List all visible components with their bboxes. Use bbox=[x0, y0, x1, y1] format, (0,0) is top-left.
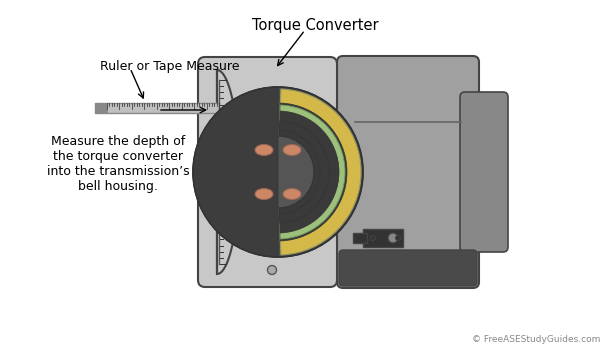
FancyBboxPatch shape bbox=[339, 250, 477, 286]
Wedge shape bbox=[278, 134, 316, 210]
Ellipse shape bbox=[193, 87, 363, 257]
FancyBboxPatch shape bbox=[323, 140, 345, 204]
Wedge shape bbox=[278, 130, 320, 214]
Ellipse shape bbox=[370, 236, 376, 240]
Wedge shape bbox=[193, 87, 278, 257]
Wedge shape bbox=[278, 89, 361, 255]
Wedge shape bbox=[278, 125, 325, 219]
Text: Measure the depth of
the torque converter
into the transmission’s
bell housing.: Measure the depth of the torque converte… bbox=[47, 135, 189, 193]
FancyBboxPatch shape bbox=[198, 57, 337, 287]
Wedge shape bbox=[278, 121, 329, 223]
Wedge shape bbox=[278, 103, 347, 241]
Ellipse shape bbox=[388, 233, 398, 243]
Wedge shape bbox=[278, 111, 339, 233]
Text: Ruler or Tape Measure: Ruler or Tape Measure bbox=[100, 60, 240, 73]
FancyBboxPatch shape bbox=[337, 56, 479, 288]
Ellipse shape bbox=[283, 145, 301, 155]
Text: © FreeASEStudyGuides.com: © FreeASEStudyGuides.com bbox=[472, 335, 600, 344]
Wedge shape bbox=[278, 105, 345, 239]
Ellipse shape bbox=[255, 145, 273, 155]
Text: Torque Converter: Torque Converter bbox=[252, 18, 378, 33]
Ellipse shape bbox=[396, 236, 401, 240]
Bar bbox=[347, 254, 469, 278]
Bar bbox=[95, 103, 219, 113]
Bar bbox=[363, 229, 403, 247]
Ellipse shape bbox=[267, 266, 276, 274]
Ellipse shape bbox=[255, 189, 273, 199]
Bar bbox=[95, 103, 107, 113]
Wedge shape bbox=[278, 115, 335, 229]
Polygon shape bbox=[217, 70, 239, 274]
FancyBboxPatch shape bbox=[460, 92, 508, 252]
Ellipse shape bbox=[283, 189, 301, 199]
Bar bbox=[353, 233, 367, 243]
Ellipse shape bbox=[242, 136, 314, 208]
